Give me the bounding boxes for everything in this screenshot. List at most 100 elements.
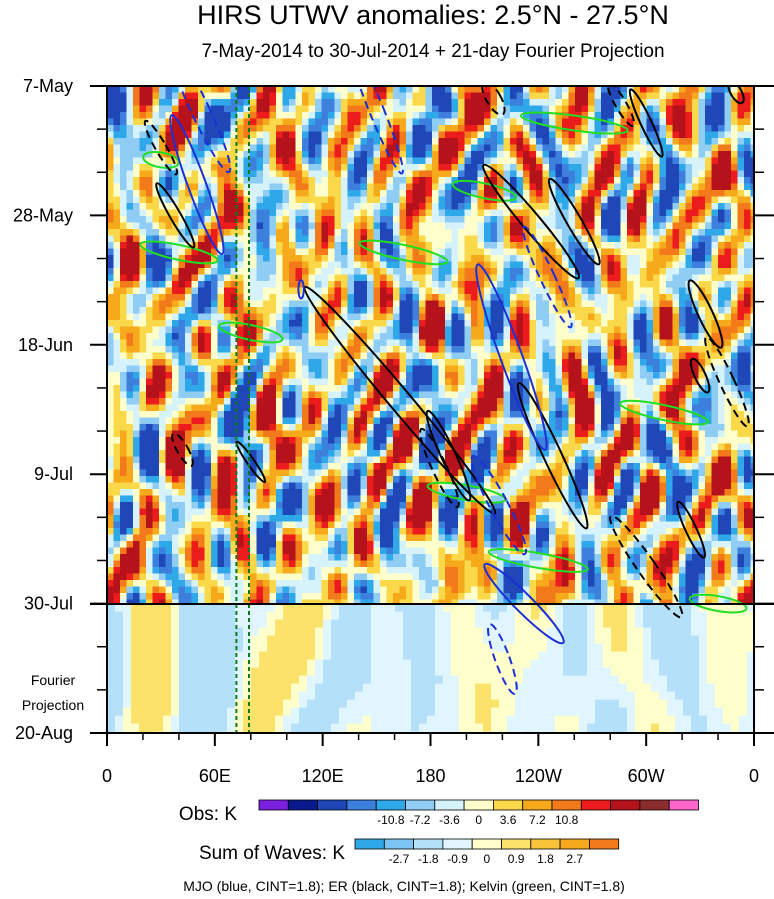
obs-field-cell [536,313,544,321]
obs-field-cell [224,391,232,399]
obs-field-cell [627,372,635,380]
obs-field-cell [347,372,355,380]
obs-field-cell [549,209,557,217]
obs-field-cell [471,131,479,139]
obs-field-cell [627,352,635,360]
obs-field-cell [724,112,732,120]
obs-field-cell [178,151,186,159]
obs-field-cell [438,294,446,302]
obs-field-cell [185,372,193,380]
obs-field-cell [685,378,693,386]
obs-field-cell [250,385,258,393]
obs-field-cell [198,131,206,139]
obs-field-cell [139,268,147,276]
obs-field-cell [295,359,303,367]
obs-field-cell [373,359,381,367]
obs-field-cell [458,307,466,315]
obs-field-cell [211,164,219,172]
obs-field-cell [289,209,297,217]
obs-field-cell [516,190,524,198]
obs-field-cell [113,125,121,133]
obs-field-cell [685,398,693,406]
obs-field-cell [750,203,754,211]
obs-field-cell [458,131,466,139]
obs-field-cell [380,248,388,256]
obs-field-cell [302,274,310,282]
obs-field-cell [354,385,362,393]
obs-field-cell [276,378,284,386]
obs-field-cell [724,131,732,139]
obs-field-cell [269,112,277,120]
obs-field-cell [490,242,498,250]
obs-field-cell [724,229,732,237]
obs-field-cell [406,372,414,380]
obs-field-cell [451,378,459,386]
obs-field-cell [562,385,570,393]
obs-field-cell [607,151,615,159]
obs-field-cell [503,209,511,217]
obs-field-cell [224,242,232,250]
obs-field-cell [178,118,186,126]
obs-field-cell [529,144,537,152]
obs-field-cell [412,385,420,393]
obs-field-cell [659,268,667,276]
obs-field-cell [477,313,485,321]
obs-field-cell [230,216,238,224]
obs-field-cell [445,339,453,347]
obs-field-cell [614,346,622,354]
obs-field-cell [243,385,251,393]
obs-field-cell [347,365,355,373]
obs-field-cell [588,385,596,393]
obs-field-cell [549,125,557,133]
obs-field-cell [484,222,492,230]
obs-field-cell [315,183,323,191]
obs-field-cell [516,105,524,113]
obs-field-cell [419,287,427,295]
obs-field-cell [289,255,297,263]
obs-field-cell [419,196,427,204]
obs-field-cell [438,242,446,250]
obs-field-cell [497,268,505,276]
obs-field-cell [425,229,433,237]
obs-field-cell [711,378,719,386]
obs-field-cell [367,287,375,295]
obs-field-cell [575,261,583,269]
obs-field-cell [633,222,641,230]
obs-field-cell [204,255,212,263]
obs-field-cell [438,125,446,133]
obs-field-cell [386,365,394,373]
obs-field-cell [321,112,329,120]
obs-field-cell [698,203,706,211]
obs-field-cell [445,229,453,237]
obs-field-cell [711,170,719,178]
obs-field-cell [692,313,700,321]
obs-field-cell [321,144,329,152]
obs-field-cell [594,320,602,328]
obs-field-cell [731,105,739,113]
obs-field-cell [503,352,511,360]
obs-field-cell [146,242,154,250]
obs-field-cell [529,346,537,354]
obs-field-cell [698,359,706,367]
obs-field-cell [549,320,557,328]
obs-field-cell [594,138,602,146]
obs-field-cell [731,157,739,165]
obs-field-cell [581,359,589,367]
obs-field-cell [698,242,706,250]
obs-field-cell [263,255,271,263]
obs-field-cell [178,287,186,295]
obs-field-cell [445,222,453,230]
obs-field-cell [711,346,719,354]
obs-field-cell [406,209,414,217]
obs-field-cell [627,385,635,393]
obs-field-cell [646,99,654,107]
obs-field-cell [659,346,667,354]
obs-field-cell [133,352,141,360]
obs-field-cell [438,190,446,198]
obs-field-cell [627,307,635,315]
obs-field-cell [120,391,128,399]
obs-field-cell [295,248,303,256]
obs-field-cell [620,112,628,120]
obs-field-cell [289,313,297,321]
obs-field-cell [289,294,297,302]
